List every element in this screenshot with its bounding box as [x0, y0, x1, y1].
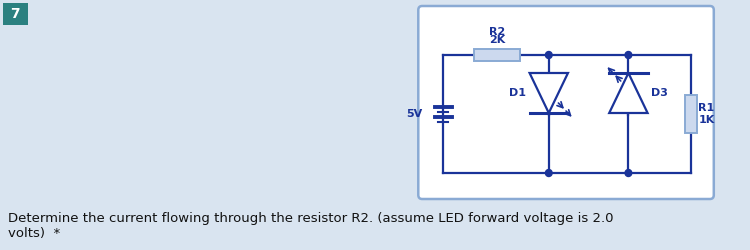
Text: Determine the current flowing through the resistor R2. (assume LED forward volta: Determine the current flowing through th… [8, 212, 614, 240]
Text: D3: D3 [652, 88, 668, 98]
Text: R2: R2 [489, 27, 505, 37]
Polygon shape [609, 73, 647, 113]
Bar [685, 95, 697, 133]
Polygon shape [530, 73, 568, 113]
Text: 7: 7 [10, 7, 20, 21]
Bar [474, 49, 520, 61]
Text: 1K: 1K [698, 115, 715, 125]
FancyBboxPatch shape [419, 6, 714, 199]
Circle shape [625, 170, 632, 176]
Circle shape [625, 52, 632, 59]
Text: D1: D1 [509, 88, 526, 98]
FancyBboxPatch shape [3, 3, 28, 25]
Circle shape [545, 170, 552, 176]
Text: 5V: 5V [406, 109, 422, 119]
Text: R1: R1 [698, 103, 715, 113]
Circle shape [545, 52, 552, 59]
Text: 2K: 2K [489, 35, 505, 45]
